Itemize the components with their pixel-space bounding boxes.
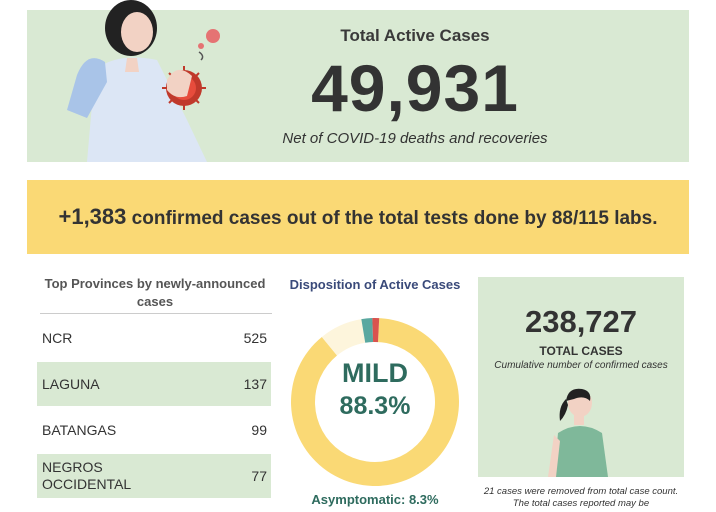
active-cases-value: 49,931 [311,51,519,125]
active-cases-title: Total Active Cases [340,26,490,45]
disposition-title: Disposition of Active Cases [289,277,461,292]
top-provinces-divider [40,313,272,314]
donut-slice-other-red [372,318,380,343]
asymptomatic-label: Asymptomatic: 8.3% [311,492,439,507]
mild-value: 88.3% [339,392,411,420]
province-value: 137 [243,376,267,392]
coughing-person-illustration [67,0,220,162]
province-row: NCR 525 [37,316,271,360]
province-value: 525 [243,330,267,346]
mild-label: MILD [342,358,408,388]
province-value: 77 [251,468,267,484]
province-row: LAGUNA 137 [37,362,271,406]
confirmed-cases-band: +1,383 confirmed cases out of the total … [27,180,689,254]
confirmed-cases-text: +1,383 confirmed cases out of the total … [58,204,657,230]
total-cases-subtitle: Cumulative number of confirmed cases [494,360,668,371]
province-name: BATANGAS [42,421,117,438]
province-row: NEGROS OCCIDENTAL 77 [37,454,271,498]
disposition-donut-chart [291,318,459,486]
woman-illustration [548,388,608,477]
province-name: NEGROS OCCIDENTAL [42,459,132,492]
province-name: LAGUNA [42,375,100,392]
total-cases-value: 238,727 [524,304,638,339]
donut-slice-other-teal [361,318,374,343]
province-name: NCR [42,329,73,346]
top-provinces-title: Top Provinces by newly-announced cases [44,276,266,309]
province-row: BATANGAS 99 [37,408,271,452]
total-cases-note: 21 cases were removed from total case co… [483,486,679,509]
total-cases-label: TOTAL CASES [539,344,623,358]
active-cases-subtitle: Net of COVID-19 deaths and recoveries [282,130,548,147]
confirmed-cases-value: +1,383 [58,204,127,229]
confirmed-cases-description: confirmed cases out of the total tests d… [126,208,658,229]
donut-slice-asymptomatic [321,319,366,356]
province-value: 99 [251,422,267,438]
